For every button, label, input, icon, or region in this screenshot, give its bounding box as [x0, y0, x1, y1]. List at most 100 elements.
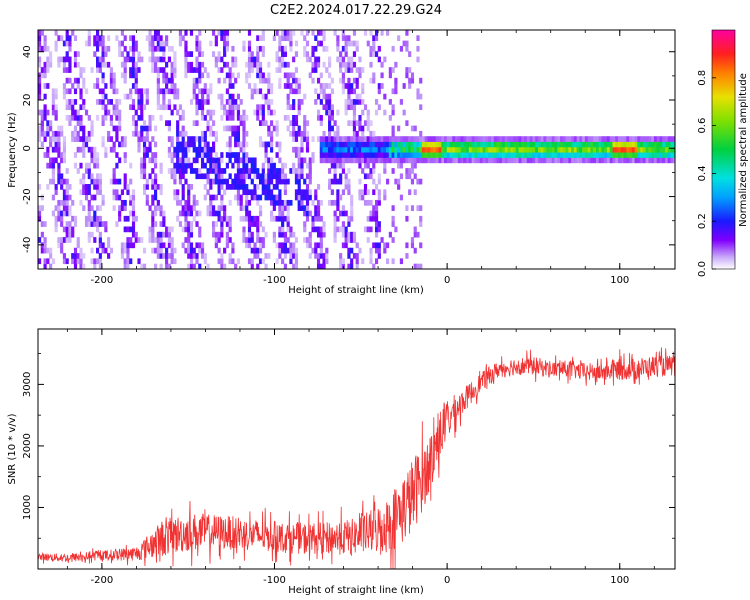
spectrogram-cell	[609, 146, 613, 153]
spectrogram-cell	[123, 258, 127, 265]
spectrogram-cell	[65, 258, 69, 265]
spectrogram-cell	[526, 146, 531, 153]
snr-frame	[37, 328, 676, 570]
spectrogram-cell	[223, 263, 227, 269]
spectrogram-cell	[595, 136, 600, 142]
spectrogram-cell	[548, 152, 553, 158]
spectrogram-cell	[214, 35, 218, 42]
spectrogram-cell	[38, 125, 42, 132]
spectrogram-cell	[176, 162, 180, 169]
spectrogram-cell	[96, 45, 100, 52]
spectrogram-cell	[192, 205, 196, 211]
spectrogram-cell	[637, 141, 641, 148]
spectrogram-cell	[223, 77, 227, 84]
spectrogram-cell	[341, 77, 345, 84]
spectrogram-cell	[330, 109, 334, 116]
spectrogram-cell	[134, 40, 138, 47]
spectrogram-cell	[234, 152, 238, 158]
spectrogram-cell	[84, 40, 89, 47]
spectrogram-cell	[261, 242, 265, 249]
spectrogram-cell	[206, 88, 210, 95]
spectrogram-cell	[330, 157, 334, 164]
spectrogram-cell	[258, 194, 263, 201]
spectrogram-cell	[499, 141, 503, 148]
spectrogram-cell	[405, 173, 409, 180]
spectrogram-cell	[220, 152, 224, 158]
spectrogram-cell	[65, 51, 69, 57]
spectrogram-cell	[82, 130, 86, 137]
spectrogram-cell	[377, 194, 381, 201]
spectrogram-cell	[242, 189, 246, 196]
spectrogram-cell	[278, 157, 282, 164]
spectrogram-cell	[582, 146, 586, 153]
spectrogram-cell	[352, 152, 357, 158]
spectrogram-cell	[93, 210, 97, 217]
spectrogram-cell	[189, 253, 194, 259]
spectrogram-cell	[319, 157, 323, 164]
spectrogram-cell	[145, 136, 149, 142]
spectrogram-cell	[300, 141, 304, 148]
spectrogram-cell	[142, 88, 147, 95]
spectrogram-cell	[178, 157, 183, 164]
spectrogram-cell	[90, 205, 94, 211]
spectrogram-cell	[543, 146, 547, 153]
spectrogram-cell	[247, 210, 252, 217]
spectrogram-cell	[54, 104, 58, 111]
spectrogram-cell	[383, 247, 387, 254]
spectrogram-cell	[325, 67, 329, 73]
spectrogram-cell	[79, 247, 83, 254]
spectrogram-cell	[283, 162, 287, 169]
spectrogram-cell	[416, 263, 420, 269]
spectrogram-cell	[140, 130, 144, 137]
spectrogram-cell	[57, 56, 61, 63]
spectrogram-cell	[104, 83, 108, 89]
spectrogram-cell	[369, 120, 373, 126]
spectrogram-cell	[278, 35, 282, 42]
spectrogram-cell	[333, 199, 337, 206]
spectrogram-cell	[305, 205, 310, 211]
spectrogram-cell	[421, 152, 426, 158]
spectrogram-cell	[131, 210, 136, 217]
spectrogram-cell	[131, 130, 136, 137]
spectrogram-cell	[551, 152, 555, 158]
spectrogram-cell	[618, 146, 622, 153]
spectrogram-cell	[256, 51, 260, 57]
spectrogram-cell	[206, 72, 210, 79]
spectrogram-x-tick-label: -100	[263, 275, 286, 286]
spectrogram-cell	[165, 83, 169, 89]
spectrogram-cell	[347, 237, 351, 243]
spectrogram-cell	[419, 130, 423, 137]
spectrogram-cell	[283, 83, 287, 89]
spectrogram-cell	[62, 253, 67, 259]
spectrogram-cell	[413, 125, 417, 132]
spectrogram-cell	[142, 263, 147, 269]
spectrogram-cell	[322, 258, 326, 265]
spectrogram-cell	[154, 35, 158, 42]
spectrogram-cell	[231, 242, 235, 249]
spectrogram-cell	[275, 184, 279, 190]
spectrogram-cell	[250, 221, 254, 227]
spectrogram-cell	[336, 157, 340, 164]
spectrogram-cell	[131, 189, 136, 196]
spectrogram-cell	[328, 152, 332, 158]
spectrogram-cell	[112, 83, 116, 89]
spectrogram-cell	[504, 152, 508, 158]
spectrogram-cell	[560, 157, 564, 164]
spectrogram-cell	[140, 114, 144, 121]
spectrogram-cell	[173, 194, 177, 201]
spectrogram-cell	[339, 194, 343, 201]
spectrogram-cell	[358, 114, 362, 121]
spectrogram-cell	[305, 199, 310, 206]
spectrogram-cell	[319, 242, 323, 249]
spectrogram-cell	[198, 173, 202, 180]
spectrogram-cell	[159, 205, 163, 211]
spectrogram-cell	[303, 93, 307, 100]
spectrogram-cell	[96, 178, 100, 185]
spectrogram-cell	[104, 104, 108, 111]
spectrogram-cell	[154, 152, 158, 158]
spectrogram-cell	[84, 184, 89, 190]
spectrogram-cell	[568, 157, 572, 164]
spectrogram-cell	[134, 67, 138, 73]
spectrogram-cell	[286, 205, 290, 211]
spectrogram-cell	[212, 205, 216, 211]
